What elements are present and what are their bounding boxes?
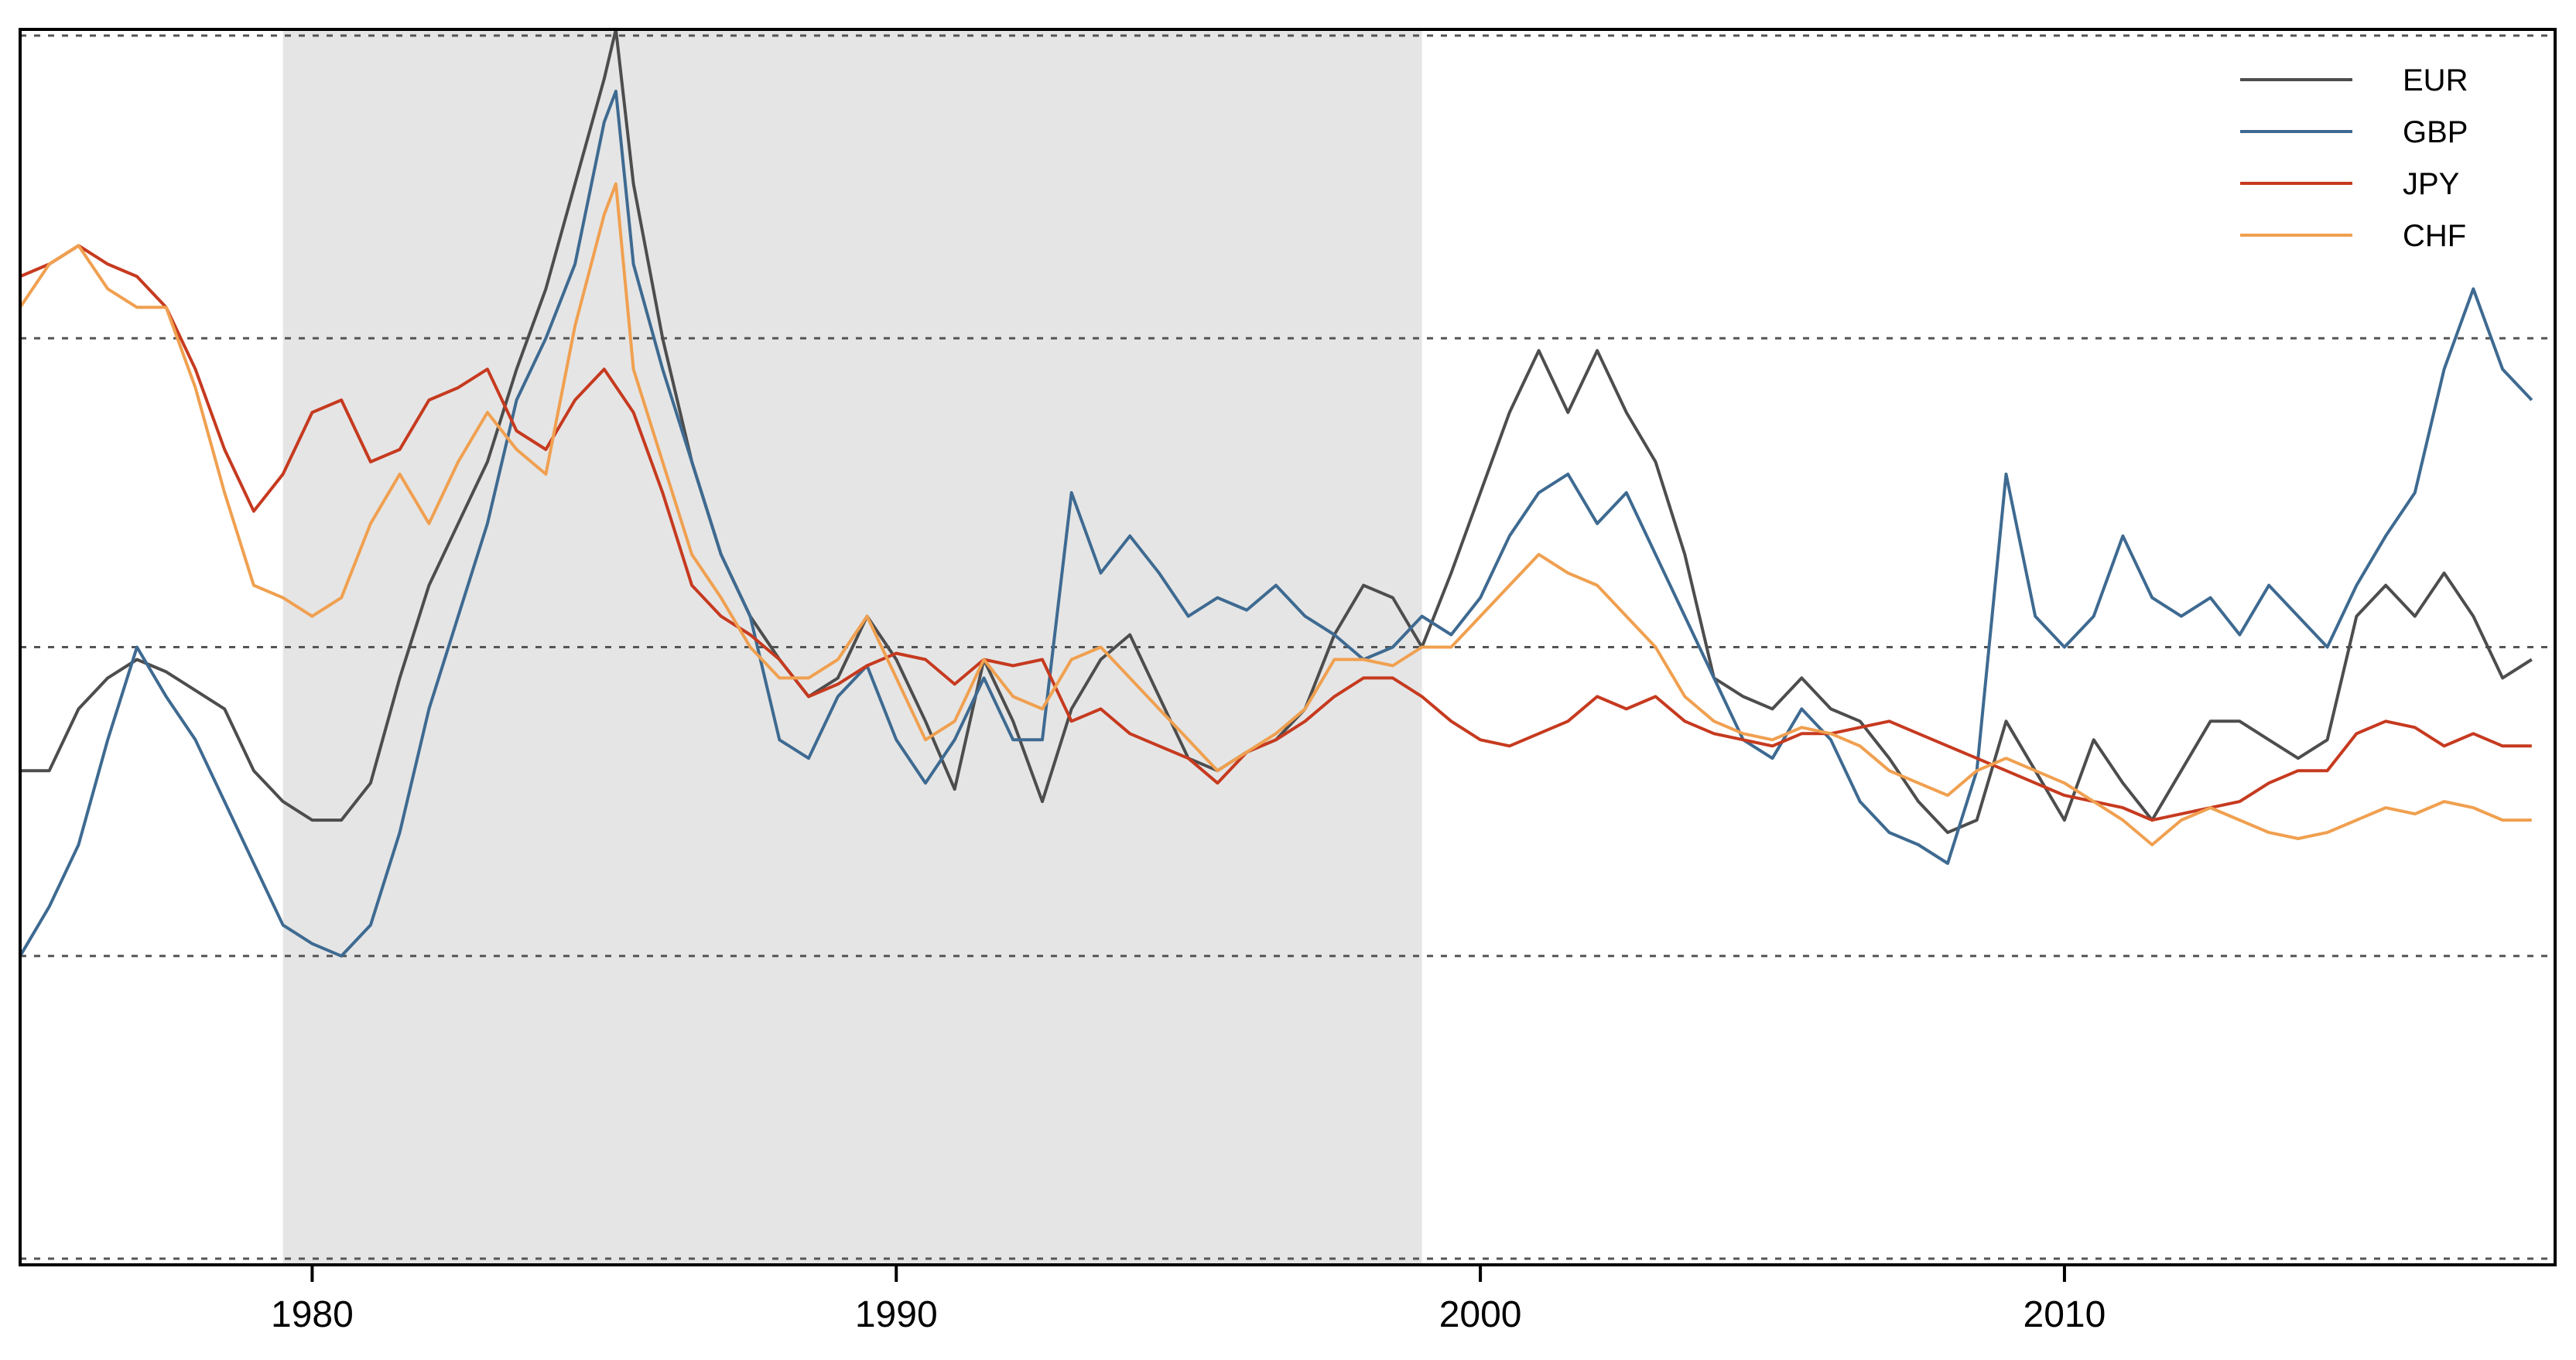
legend-label-eur: EUR bbox=[2403, 63, 2468, 97]
series-line-jpy bbox=[19, 244, 2532, 822]
series-lines bbox=[19, 28, 2533, 958]
x-axis-ticks: 1980 1990 2000 2010 bbox=[271, 1265, 2106, 1335]
legend-label-chf: CHF bbox=[2403, 219, 2466, 253]
x-tick-label-2010: 2010 bbox=[2024, 1294, 2106, 1335]
plot-frame bbox=[19, 28, 2557, 1266]
x-tick-label-1990: 1990 bbox=[855, 1294, 938, 1335]
legend-label-gbp: GBP bbox=[2403, 115, 2468, 149]
x-tick-label-2000: 2000 bbox=[1439, 1294, 1522, 1335]
series-line-chf bbox=[19, 182, 2532, 846]
series-line-gbp bbox=[19, 89, 2533, 958]
reference-lines bbox=[20, 34, 2555, 1260]
x-tick-label-1980: 1980 bbox=[271, 1294, 354, 1335]
legend: EUR GBP JPY CHF bbox=[2240, 63, 2468, 253]
legend-label-jpy: JPY bbox=[2403, 167, 2459, 201]
